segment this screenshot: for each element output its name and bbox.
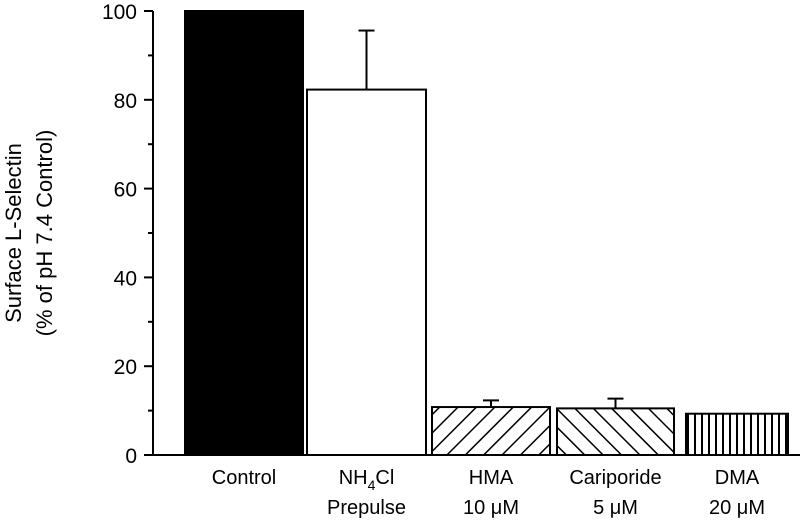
y-tick-label: 80 bbox=[114, 90, 137, 113]
category-sublabel: 10 μM bbox=[463, 497, 519, 519]
bar bbox=[556, 407, 675, 457]
category-label: HMA bbox=[469, 467, 514, 489]
category-label: Cariporide bbox=[569, 467, 661, 489]
category-sublabel: 5 μM bbox=[593, 497, 638, 519]
bar bbox=[306, 88, 427, 456]
y-tick-label: 40 bbox=[114, 267, 137, 290]
category-label: DMA bbox=[715, 467, 760, 489]
y-tick-label: 0 bbox=[125, 445, 137, 468]
category-sublabel: Prepulse bbox=[327, 497, 406, 519]
y-axis-title-line2: (% of pH 7.4 Control) bbox=[32, 130, 57, 337]
y-ticks: 0 20 40 60 80 100 bbox=[102, 1, 153, 468]
bar bbox=[685, 412, 789, 457]
y-tick-label: 100 bbox=[102, 1, 137, 24]
error-bars bbox=[358, 29, 624, 409]
x-labels: Control NH4Cl Prepulse HMA 10 μM Cariporide 5 … bbox=[212, 467, 765, 519]
bar bbox=[184, 10, 304, 456]
y-tick-label: 20 bbox=[114, 356, 137, 379]
category-label: NH4Cl bbox=[339, 467, 395, 493]
category-label: Control bbox=[212, 467, 276, 489]
bars bbox=[184, 10, 789, 457]
y-tick-label: 60 bbox=[114, 179, 137, 202]
bar bbox=[431, 406, 551, 457]
category-sublabel: 20 μM bbox=[709, 497, 765, 519]
y-axis-title-line1: Surface L-Selectin bbox=[1, 143, 26, 323]
y-axis-title: Surface L-Selectin (% of pH 7.4 Control) bbox=[1, 130, 57, 337]
